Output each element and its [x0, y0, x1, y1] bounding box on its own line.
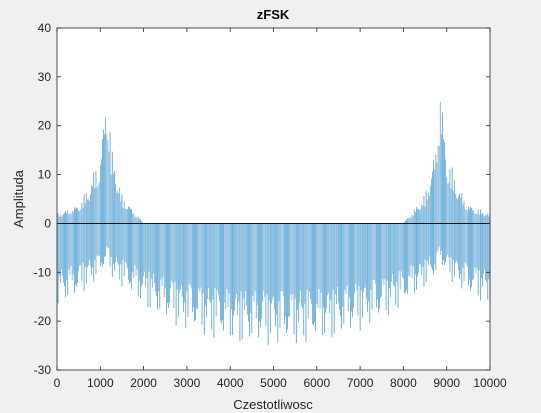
chart-title: zFSK: [257, 7, 290, 22]
x-tick-label: 7000: [347, 376, 374, 390]
x-tick-label: 5000: [260, 376, 287, 390]
x-tick-label: 0: [54, 376, 61, 390]
y-axis-title: Amplituda: [11, 169, 26, 228]
x-tick-label: 4000: [217, 376, 244, 390]
y-tick-label: 0: [44, 216, 51, 230]
y-tick-label: 40: [38, 21, 52, 35]
plot-area: [57, 28, 490, 370]
x-tick-label: 10000: [473, 376, 507, 390]
x-axis-title: Czestotliwosc: [233, 397, 313, 412]
y-tick-label: -10: [34, 265, 52, 279]
x-tick-label: 3000: [174, 376, 201, 390]
y-tick-label: 30: [38, 70, 52, 84]
x-tick-label: 8000: [390, 376, 417, 390]
x-tick-label: 6000: [303, 376, 330, 390]
y-tick-label: 10: [38, 168, 52, 182]
ticks-layer: 0 1000 2000 3000 4000 5000 6000 7000 8000 9000 100…: [34, 21, 507, 390]
y-tick-label: -20: [34, 314, 52, 328]
x-tick-label: 9000: [433, 376, 460, 390]
x-tick-label: 2000: [130, 376, 157, 390]
bars-layer: [56, 102, 491, 346]
y-tick-label: -30: [34, 363, 52, 377]
y-tick-label: 20: [38, 119, 52, 133]
x-tick-label: 1000: [87, 376, 114, 390]
